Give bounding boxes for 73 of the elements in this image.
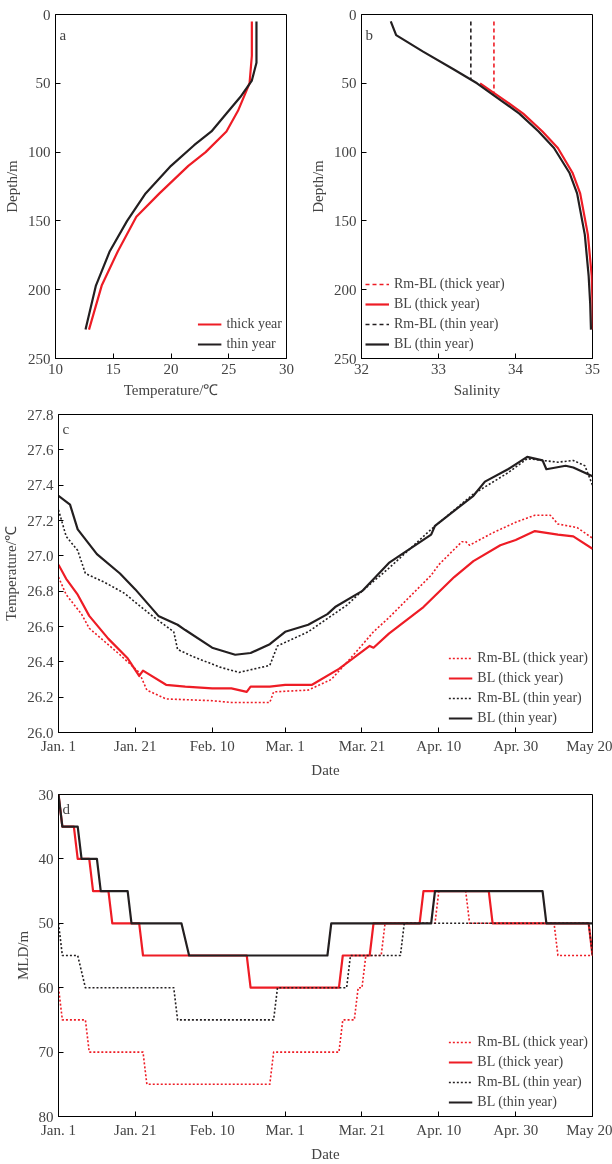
x-tick-label: Jan. 21 — [114, 737, 157, 754]
legend-label: Rm-BL (thin year) — [477, 690, 582, 706]
legend-label: Rm-BL (thin year) — [477, 1074, 582, 1090]
y-tick-label: 150 — [334, 212, 357, 229]
annotation: d — [62, 800, 71, 817]
y-tick-label: 0 — [43, 6, 51, 23]
x-tick-label: 33 — [431, 360, 446, 377]
x-tick-label: Mar. 21 — [338, 1121, 386, 1138]
y-tick-label: 50 — [38, 915, 54, 932]
y-tick-label: 100 — [28, 144, 51, 161]
y-tick-label: 26.6 — [27, 618, 54, 635]
y-tick-label: 27.2 — [27, 512, 54, 529]
x-tick-label: Apr. 10 — [416, 1121, 462, 1138]
y-tick-label: 27.8 — [27, 406, 54, 423]
x-tick-label: Apr. 10 — [416, 737, 462, 754]
x-tick-label: Feb. 10 — [189, 1121, 235, 1138]
x-axis-title: Salinity — [453, 381, 501, 398]
y-tick-label: 70 — [38, 1044, 54, 1061]
legend-label: Rm-BL (thick year) — [477, 1034, 588, 1050]
y-tick-label: 200 — [334, 281, 357, 298]
legend-label: Rm-BL (thin year) — [394, 316, 499, 332]
x-tick-label: 20 — [163, 360, 179, 377]
y-tick-label: 250 — [28, 350, 51, 367]
legend-label: Rm-BL (thick year) — [477, 650, 588, 666]
legend-label: thin year — [226, 336, 276, 352]
legend-label: Rm-BL (thick year) — [394, 276, 505, 292]
legend-label: thick year — [226, 316, 282, 332]
x-tick-label: Jan. 21 — [114, 1121, 157, 1138]
x-tick-label: Mar. 1 — [265, 737, 305, 754]
y-tick-label: 50 — [341, 75, 357, 92]
x-tick-label: Mar. 21 — [338, 737, 386, 754]
x-axis-title: Date — [311, 761, 340, 778]
x-tick-label: 25 — [221, 360, 237, 377]
x-axis-title: Date — [311, 1145, 340, 1162]
legend-label: BL (thin year) — [477, 1094, 557, 1110]
y-tick-label: 100 — [334, 144, 357, 161]
x-tick-label: Apr. 30 — [493, 737, 539, 754]
annotation: c — [62, 420, 70, 437]
y-tick-label: 27.6 — [27, 441, 54, 458]
legend-label: BL (thick year) — [394, 296, 480, 312]
x-tick-label: 35 — [585, 360, 600, 377]
legend-label: BL (thick year) — [477, 670, 564, 686]
legend-label: BL (thick year) — [477, 1054, 564, 1070]
y-tick-label: 60 — [38, 979, 54, 996]
x-tick-label: Apr. 30 — [493, 1121, 539, 1138]
y-tick-label: 27.0 — [27, 547, 54, 564]
y-tick-label: 26.2 — [27, 689, 54, 706]
y-tick-label: 26.8 — [27, 583, 54, 600]
y-axis-title: MLD/m — [14, 930, 31, 981]
x-tick-label: May 20 — [566, 1121, 612, 1138]
x-tick-label: 34 — [508, 360, 524, 377]
y-tick-label: 40 — [38, 850, 54, 867]
y-tick-label: 30 — [38, 786, 54, 803]
y-tick-label: 27.4 — [27, 477, 54, 494]
x-tick-label: 30 — [279, 360, 294, 377]
x-tick-label: Feb. 10 — [189, 737, 235, 754]
y-tick-label: 0 — [349, 6, 357, 23]
annotation: a — [59, 26, 67, 43]
legend-label: BL (thin year) — [394, 336, 474, 352]
y-axis-title: Depth/m — [310, 159, 326, 213]
x-tick-label: Mar. 1 — [265, 1121, 305, 1138]
annotation: b — [365, 26, 373, 43]
y-axis-title: Temperature/℃ — [3, 526, 20, 621]
y-tick-label: 50 — [35, 75, 51, 92]
y-tick-label: 200 — [28, 281, 51, 298]
y-axis-title: Depth/m — [4, 159, 20, 213]
x-tick-label: 15 — [105, 360, 121, 377]
y-tick-label: 26.4 — [27, 653, 54, 670]
x-axis-title: Temperature/℃ — [123, 381, 219, 398]
line-series — [389, 20, 593, 331]
x-tick-label: May 20 — [566, 737, 612, 754]
legend-label: BL (thin year) — [477, 710, 557, 726]
y-tick-label: 150 — [28, 212, 51, 229]
